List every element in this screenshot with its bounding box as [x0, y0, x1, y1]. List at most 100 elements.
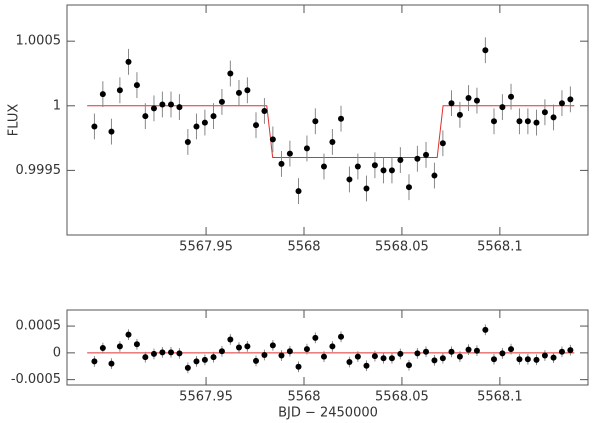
data-point — [524, 356, 531, 363]
data-point — [533, 356, 540, 363]
data-point — [397, 350, 404, 357]
data-point — [567, 96, 574, 103]
x-axis-label: BJD − 2450000 — [278, 406, 378, 421]
data-point — [116, 343, 123, 350]
data-point — [295, 363, 302, 370]
data-point — [320, 353, 327, 360]
data-point — [508, 346, 515, 353]
data-point — [448, 348, 455, 355]
data-point — [363, 185, 370, 192]
data-point — [397, 157, 404, 164]
data-point — [210, 113, 217, 120]
data-point — [499, 104, 506, 111]
data-point — [456, 353, 463, 360]
data-point — [346, 358, 353, 365]
data-point — [354, 353, 361, 360]
data-point — [303, 145, 310, 152]
data-point — [210, 354, 217, 361]
data-point — [303, 346, 310, 353]
data-point — [380, 355, 387, 362]
data-point — [456, 111, 463, 118]
x-tick-label: 5567.95 — [179, 390, 233, 405]
data-point — [193, 123, 200, 130]
data-point — [253, 357, 260, 364]
data-point — [388, 355, 395, 362]
data-point — [558, 348, 565, 355]
data-point — [320, 163, 327, 170]
data-point — [176, 104, 183, 111]
x-tick-label: 5567.95 — [179, 240, 233, 255]
data-point — [142, 354, 149, 361]
data-point — [253, 122, 260, 129]
y-tick-label: 0.9995 — [16, 163, 62, 178]
data-point — [235, 89, 242, 96]
data-point — [439, 355, 446, 362]
data-point — [150, 350, 157, 357]
data-point — [490, 356, 497, 363]
data-point — [261, 107, 268, 114]
data-point — [371, 353, 378, 360]
y-tick-label: 1.0005 — [16, 34, 62, 49]
data-point — [168, 101, 175, 108]
data-point — [278, 352, 285, 359]
data-point — [516, 118, 523, 125]
data-point — [278, 160, 285, 167]
data-point — [414, 350, 421, 357]
plot-frame — [66, 309, 589, 386]
data-point — [541, 352, 548, 359]
data-point — [473, 97, 480, 104]
data-point — [91, 123, 98, 130]
data-point — [338, 333, 345, 340]
data-point — [201, 356, 208, 363]
x-tick-label: 5568 — [287, 240, 320, 255]
y-tick-label: 0.0005 — [16, 319, 62, 334]
data-point — [550, 354, 557, 361]
data-point — [371, 162, 378, 169]
data-point — [150, 105, 157, 112]
data-point — [439, 140, 446, 147]
data-point — [108, 360, 115, 367]
data-point — [490, 118, 497, 125]
model-line — [87, 105, 575, 158]
data-point — [499, 350, 506, 357]
data-point — [168, 349, 175, 356]
data-point — [405, 362, 412, 369]
data-point — [269, 136, 276, 143]
data-point — [431, 172, 438, 179]
data-point — [133, 341, 140, 348]
data-point — [533, 119, 540, 126]
data-point — [269, 342, 276, 349]
data-point — [524, 118, 531, 125]
data-point — [465, 346, 472, 353]
data-point — [312, 118, 319, 125]
data-point — [108, 128, 115, 135]
y-tick-label: -0.0005 — [11, 372, 61, 387]
data-point — [482, 326, 489, 333]
data-point — [329, 138, 336, 145]
data-point — [91, 358, 98, 365]
data-point — [184, 138, 191, 145]
data-point — [380, 167, 387, 174]
data-point — [99, 91, 106, 98]
data-point — [508, 93, 515, 100]
data-point — [125, 331, 132, 338]
data-point — [286, 348, 293, 355]
data-point — [125, 58, 132, 65]
data-point — [354, 163, 361, 170]
data-point — [286, 150, 293, 157]
data-point — [388, 167, 395, 174]
data-point — [473, 347, 480, 354]
data-point — [516, 356, 523, 363]
data-point — [423, 151, 430, 158]
x-tick-label: 5568.1 — [477, 240, 523, 255]
data-point — [431, 357, 438, 364]
data-point — [346, 176, 353, 183]
data-point — [414, 155, 421, 162]
data-point — [159, 349, 166, 356]
data-point — [116, 87, 123, 94]
data-point — [227, 70, 234, 77]
data-point — [244, 343, 251, 350]
data-point — [261, 352, 268, 358]
data-point — [184, 364, 191, 371]
